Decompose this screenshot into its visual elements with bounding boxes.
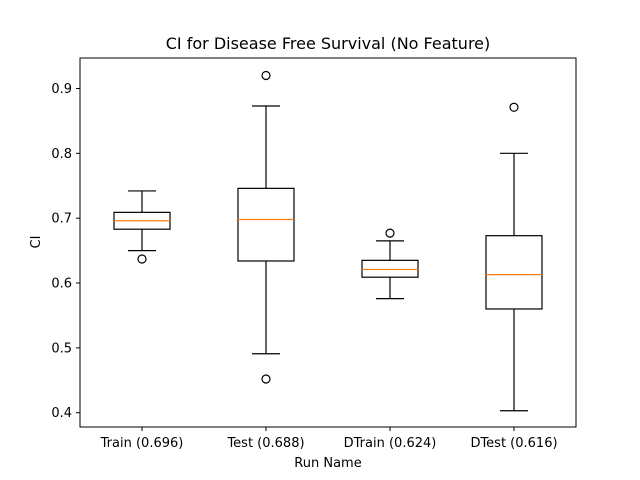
outlier-point: [385, 228, 395, 238]
chart-title: CI for Disease Free Survival (No Feature…: [166, 34, 491, 53]
y-tick-label: 0.9: [51, 82, 72, 97]
iqr-box: [485, 235, 543, 310]
box-group-2: [237, 70, 295, 384]
outlier-point: [261, 374, 271, 384]
iqr-box: [237, 187, 295, 262]
x-tick-label: Test (0.688): [226, 436, 304, 451]
axes: 0.4 0.5 0.6 0.7 0.8 0.9 Train (0.696) Test (0.6…: [51, 82, 557, 451]
box-group-3: [361, 228, 419, 300]
y-axis-label: CI: [29, 236, 44, 249]
x-axis-label: Run Name: [294, 456, 361, 471]
y-tick-label: 0.8: [51, 147, 72, 162]
y-tick-label: 0.7: [51, 212, 72, 227]
outlier-point: [261, 70, 271, 81]
box-group-1: [113, 190, 171, 264]
iqr-box: [361, 259, 419, 278]
y-tick-label: 0.6: [51, 277, 72, 292]
box-group-4: [485, 102, 543, 412]
outlier-point: [509, 102, 519, 112]
x-tick-label: DTest (0.616): [470, 436, 557, 451]
outlier-point: [137, 254, 147, 264]
x-tick-label: Train (0.696): [100, 436, 184, 451]
y-tick-label: 0.5: [51, 341, 72, 356]
plot-area: [113, 70, 543, 412]
plot-frame: [79, 57, 577, 428]
x-tick-label: DTrain (0.624): [344, 436, 437, 451]
y-tick-label: 0.4: [51, 406, 72, 421]
